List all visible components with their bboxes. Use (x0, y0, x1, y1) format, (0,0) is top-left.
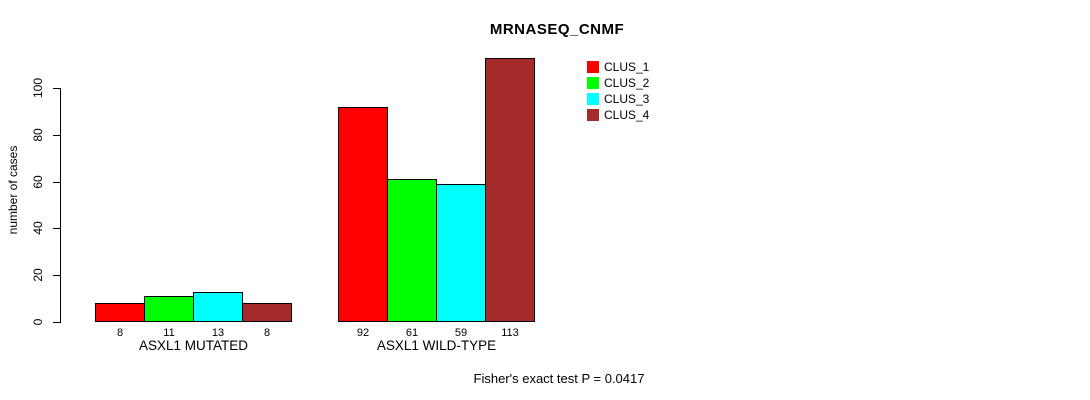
bar-clus_3 (436, 184, 486, 322)
legend-item-clus_3: CLUS_3 (587, 92, 649, 106)
legend-swatch-icon (587, 109, 599, 121)
y-tick-label: 0 (31, 318, 45, 326)
legend-label: CLUS_1 (604, 60, 650, 74)
bar-value-label: 113 (501, 327, 519, 339)
legend-item-clus_2: CLUS_2 (587, 76, 649, 90)
legend-label: CLUS_2 (604, 76, 650, 90)
bar-clus_1 (338, 107, 388, 322)
bar-value-label: 61 (405, 327, 419, 339)
y-tick-label: 20 (31, 268, 45, 282)
y-axis-tick (53, 322, 60, 323)
legend-swatch-icon (587, 77, 599, 89)
bar-clus_4 (242, 303, 292, 322)
legend-swatch-icon (587, 93, 599, 105)
group-label: ASXL1 WILD-TYPE (376, 338, 497, 353)
legend-label: CLUS_3 (604, 92, 650, 106)
bar-clus_1 (95, 303, 145, 322)
y-axis-line (60, 88, 61, 323)
bar-clus_2 (144, 296, 194, 322)
y-tick-label: 60 (31, 175, 45, 189)
chart-title: MRNASEQ_CNMF (489, 21, 625, 38)
y-axis-tick (53, 182, 60, 183)
legend-swatch-icon (587, 61, 599, 73)
y-axis-tick (53, 275, 60, 276)
bar-clus_2 (387, 179, 437, 322)
bar-value-label: 11 (163, 327, 175, 339)
legend-item-clus_4: CLUS_4 (587, 108, 649, 122)
legend-label: CLUS_4 (604, 108, 650, 122)
legend-item-clus_1: CLUS_1 (587, 60, 649, 74)
y-tick-label: 40 (31, 221, 45, 235)
legend: CLUS_1 CLUS_2 CLUS_3 CLUS_4 (587, 60, 649, 122)
bar-value-label: 92 (356, 327, 370, 339)
y-axis-tick (53, 88, 60, 89)
bar-clus_4 (485, 58, 535, 322)
bar-clus_3 (193, 292, 243, 322)
y-axis-tick (53, 228, 60, 229)
bar-value-label: 8 (116, 327, 124, 339)
y-axis-tick (53, 135, 60, 136)
y-tick-label: 80 (31, 128, 45, 142)
group-label: ASXL1 MUTATED (138, 338, 249, 353)
bar-value-label: 8 (263, 327, 271, 339)
bar-value-label: 59 (454, 327, 468, 339)
y-tick-label: 100 (31, 77, 45, 99)
annotation-text: Fisher's exact test P = 0.0417 (473, 371, 645, 386)
y-axis-label: number of cases (6, 145, 20, 235)
bar-value-label: 13 (211, 327, 225, 339)
